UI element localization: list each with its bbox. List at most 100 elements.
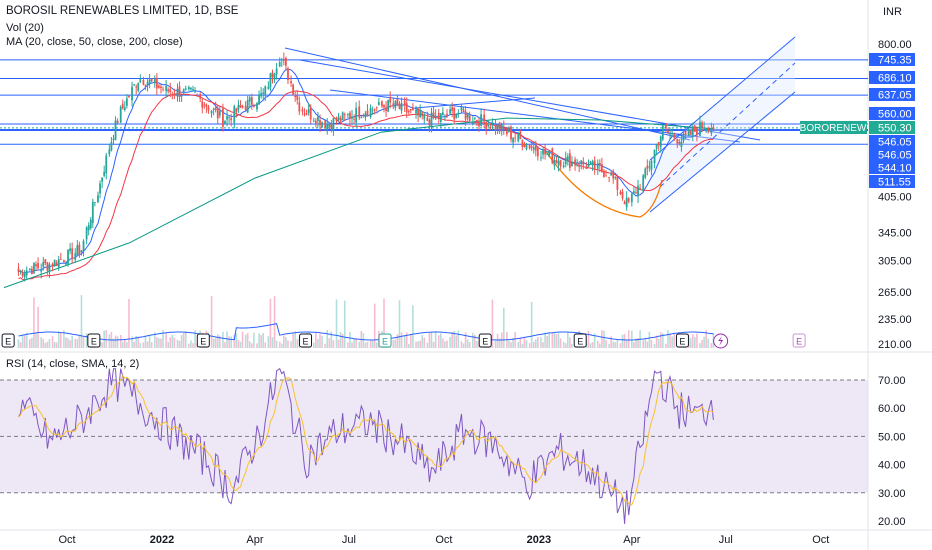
candle-body (199, 94, 202, 99)
volume-bar (347, 342, 349, 348)
price-label-box (869, 71, 915, 84)
volume-bar (135, 335, 137, 348)
candle-body (235, 108, 238, 112)
candle-body (131, 86, 133, 101)
candle-body (303, 113, 306, 115)
candle-body (46, 262, 49, 271)
volume-bar (65, 337, 67, 348)
price-axis: 800.00 405.00 345.00 305.00 265.00 235.00 210.… (878, 39, 912, 528)
candle-body (224, 120, 226, 124)
volume-bar (285, 337, 287, 348)
volume-bar (251, 343, 253, 348)
earnings-icon: E (675, 333, 689, 348)
candle-body (201, 101, 204, 108)
candle-body (319, 120, 321, 126)
volume-bar (315, 332, 317, 348)
candle-body (369, 108, 372, 118)
price-tick-label: 235.00 (878, 314, 912, 326)
candle-body (253, 105, 255, 107)
volume-bar (158, 338, 160, 348)
candle-body (360, 117, 363, 119)
candle-body (687, 130, 690, 136)
volume-bar (244, 334, 247, 348)
candle-body (167, 89, 170, 92)
volume-bar (662, 333, 664, 348)
candle-body (383, 105, 385, 108)
volume-bar (269, 298, 272, 348)
volume-bar (498, 338, 501, 348)
volume-bar (593, 333, 596, 348)
candle-body (275, 68, 278, 75)
candle-body (278, 62, 281, 67)
volume-bar (457, 330, 460, 348)
candle-body (605, 175, 607, 177)
volume-bar (616, 338, 619, 348)
trend-line (414, 97, 536, 109)
candle-body (230, 118, 233, 121)
candle-body (123, 107, 126, 110)
candle-body (55, 262, 58, 266)
candle-body (621, 191, 624, 199)
volume-bar (599, 343, 601, 348)
volume-bar (442, 338, 444, 348)
candle-body (462, 109, 465, 113)
candle-body (523, 143, 526, 147)
candle-body (494, 124, 497, 131)
candle-body (256, 103, 258, 110)
candle-body (489, 126, 492, 129)
volume-bar (133, 341, 135, 348)
earnings-icon-box (1, 333, 15, 348)
price-label-text: 637.05 (878, 90, 912, 102)
candle-body (678, 142, 681, 144)
volume-bar (25, 332, 28, 348)
candle-body (228, 116, 231, 118)
candle-body (267, 86, 270, 90)
candle-body (691, 127, 694, 136)
candle-body (512, 138, 514, 143)
candle-body (298, 102, 301, 112)
time-tick-label: Jul (719, 534, 733, 546)
candle-body (244, 105, 247, 111)
candle-body (712, 127, 715, 130)
rsi-tick-label: 20.00 (878, 516, 906, 528)
candle-body (212, 108, 215, 110)
candle-body (99, 183, 101, 194)
candle-body (71, 248, 74, 259)
volume-bar (551, 332, 554, 348)
volume-bar (153, 332, 156, 348)
candle-body (160, 86, 162, 88)
candle-body (210, 110, 213, 114)
candle-body (292, 84, 295, 95)
candle-body (421, 112, 424, 117)
candle-body (287, 68, 289, 81)
volume-bar (101, 342, 103, 348)
candle-body (237, 104, 240, 110)
volume-bar (139, 343, 142, 348)
candle-body (307, 109, 310, 113)
volume-bar (146, 341, 149, 348)
candle-body (182, 89, 185, 93)
volume-bar (362, 333, 365, 348)
volume-bar (53, 342, 56, 348)
earnings-icon: E (299, 333, 313, 348)
volume-bar (216, 334, 219, 348)
volume-bar (673, 332, 675, 348)
earnings-icon-letter: E (91, 337, 97, 347)
candle-body (582, 161, 585, 165)
candle-body (403, 101, 406, 106)
volume-bar (228, 336, 230, 348)
price-label-text: 511.55 (878, 177, 911, 189)
candle-body (48, 264, 51, 272)
volume-bar (114, 335, 117, 348)
candle-body (553, 160, 556, 166)
volume-bar (273, 296, 276, 348)
candle-body (701, 122, 703, 128)
candle-body (89, 219, 92, 229)
candle-body (67, 249, 69, 264)
earnings-icon-box (573, 333, 587, 348)
volume-bar (667, 330, 669, 348)
candle-body (630, 193, 633, 203)
volume-bar (644, 338, 647, 348)
candle-body (142, 80, 145, 85)
